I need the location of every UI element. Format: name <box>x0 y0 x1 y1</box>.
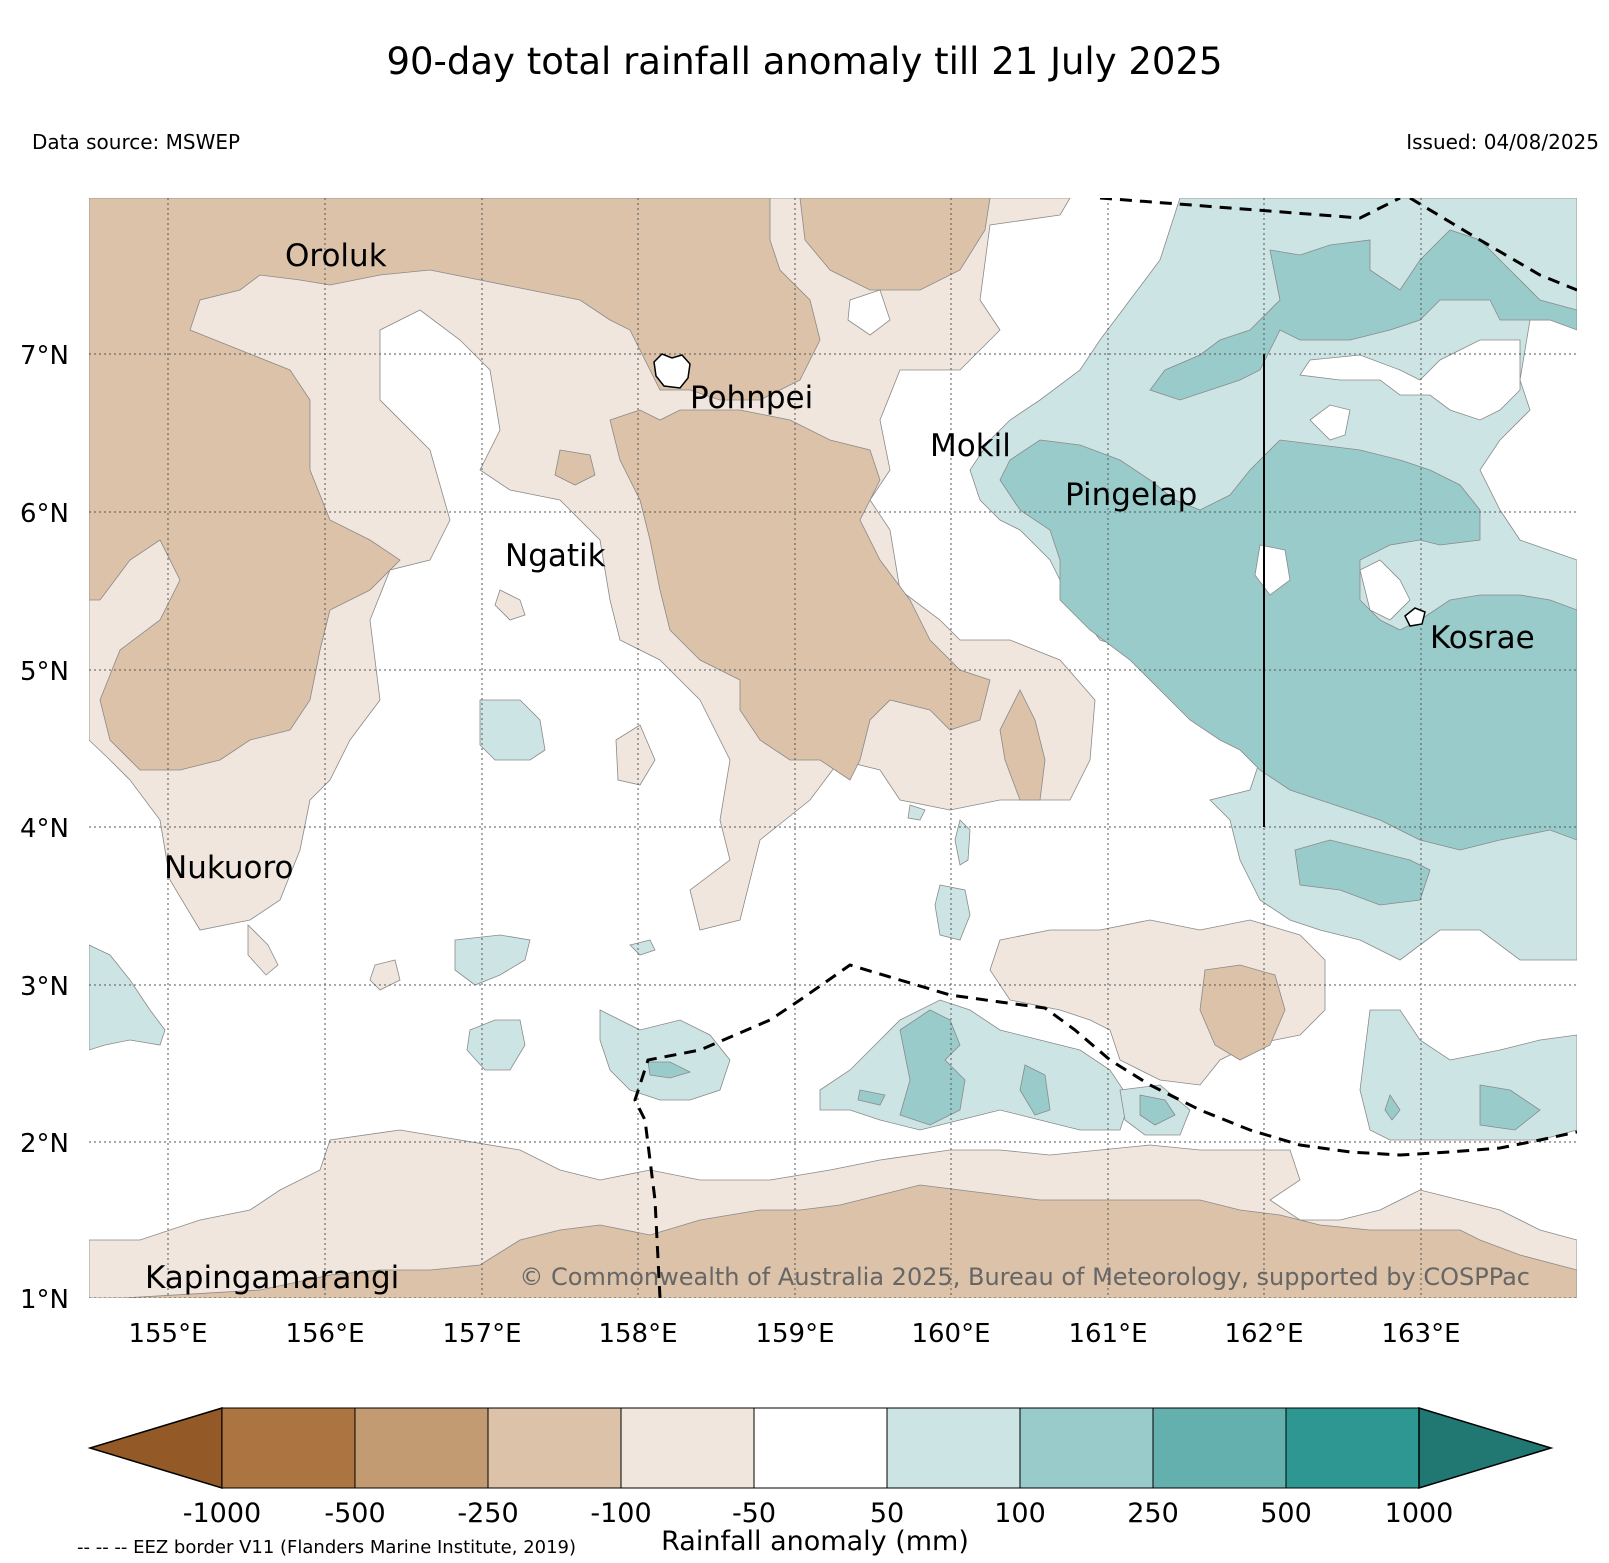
colorbar-tick-label: -1000 <box>183 1498 261 1529</box>
anomaly-band-very-wet <box>647 229 1577 1131</box>
anomaly-map <box>89 198 1577 1298</box>
lon-label-163e: 163°E <box>1381 1319 1460 1349</box>
eez-border-lines <box>633 198 1577 1298</box>
colorbar-box <box>620 1407 755 1489</box>
lat-label-4n: 4°N <box>20 814 69 844</box>
lat-label-3n: 3°N <box>20 972 69 1002</box>
colorbar-ticks: -1000 -500 -250 -100 -50 50 100 250 500 1000 <box>183 1498 1454 1529</box>
island-label-oroluk: Oroluk <box>285 238 387 274</box>
pohnpei-outline <box>653 353 691 389</box>
colorbar-tick-label: -50 <box>732 1498 776 1529</box>
colorbar-title: Rainfall anomaly (mm) <box>661 1526 969 1557</box>
lat-label-2n: 2°N <box>20 1129 69 1159</box>
colorbar-tick-label: 50 <box>870 1498 904 1529</box>
lat-label-7n: 7°N <box>20 341 69 371</box>
colorbar-box <box>1019 1407 1154 1489</box>
map-gridlines <box>89 198 1577 1298</box>
lon-label-162e: 162°E <box>1224 1319 1303 1349</box>
colorbar-tick-label: -500 <box>324 1498 385 1529</box>
colorbar-box <box>221 1407 356 1489</box>
colorbar-tick-label: 250 <box>1127 1498 1179 1529</box>
island-label-mokil: Mokil <box>930 428 1011 464</box>
colorbar-box <box>354 1407 489 1489</box>
colorbar-extension-high <box>1418 1406 1554 1490</box>
lon-label-161e: 161°E <box>1068 1319 1147 1349</box>
island-label-nukuoro: Nukuoro <box>164 850 293 886</box>
island-label-kosrae: Kosrae <box>1430 620 1535 656</box>
colorbar-box <box>886 1407 1021 1489</box>
lat-label-1n: 1°N <box>20 1285 69 1315</box>
colorbar-box <box>487 1407 622 1489</box>
lon-label-155e: 155°E <box>128 1319 207 1349</box>
colorbar-tick-label: -250 <box>457 1498 518 1529</box>
colorbar <box>87 1406 1554 1490</box>
lat-label-6n: 6°N <box>20 499 69 529</box>
data-source: Data source: MSWEP <box>32 130 241 154</box>
island-label-pingelap: Pingelap <box>1065 477 1197 513</box>
lon-label-157e: 157°E <box>442 1319 521 1349</box>
issued-date: Issued: 04/08/2025 <box>1406 130 1599 154</box>
colorbar-extension-low <box>87 1406 223 1490</box>
island-label-ngatik: Ngatik <box>505 538 606 574</box>
kosrae-outline <box>1404 607 1426 627</box>
lon-label-156e: 156°E <box>285 1319 364 1349</box>
copyright-notice: © Commonwealth of Australia 2025, Bureau… <box>519 1263 1530 1291</box>
map-title: 90-day total rainfall anomaly till 21 Ju… <box>386 40 1223 83</box>
colorbar-box <box>1285 1407 1420 1489</box>
eez-legend-note: -- -- -- EEZ border V11 (Flanders Marine… <box>77 1537 576 1558</box>
lat-label-5n: 5°N <box>20 657 69 687</box>
colorbar-tick-label: 100 <box>994 1498 1046 1529</box>
lon-label-158e: 158°E <box>598 1319 677 1349</box>
island-label-pohnpei: Pohnpei <box>690 380 813 416</box>
anomaly-band-dry <box>89 198 1577 1298</box>
island-label-kapingamarangi: Kapingamarangi <box>145 1260 399 1296</box>
colorbar-box <box>753 1407 888 1489</box>
colorbar-box <box>1152 1407 1287 1489</box>
colorbar-tick-label: -100 <box>590 1498 651 1529</box>
colorbar-tick-label: 1000 <box>1385 1498 1454 1529</box>
colorbar-tick-label: 500 <box>1260 1498 1312 1529</box>
lon-label-160e: 160°E <box>911 1319 990 1349</box>
lon-label-159e: 159°E <box>755 1319 834 1349</box>
